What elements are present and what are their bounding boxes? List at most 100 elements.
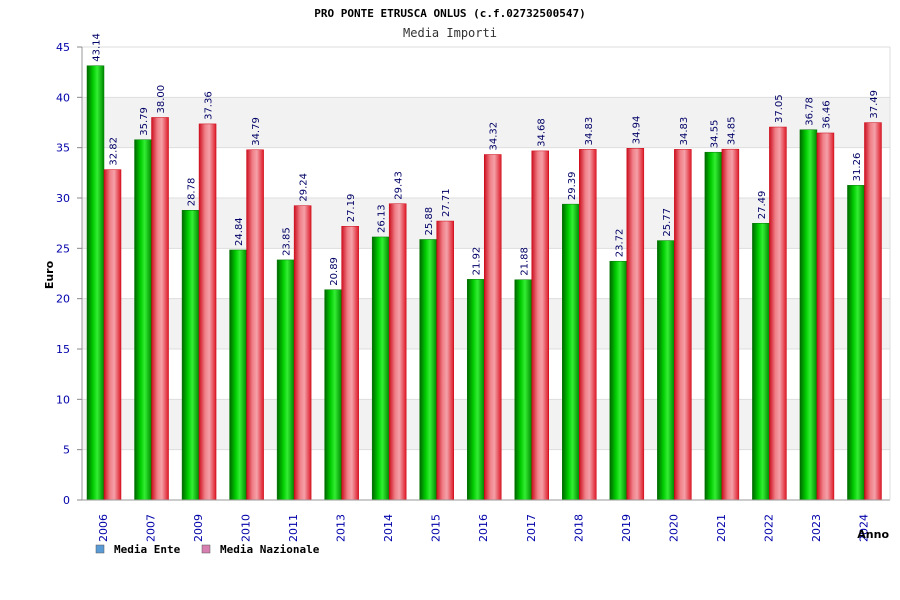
bar-media-ente-2024 bbox=[847, 185, 865, 501]
y-tick-label: 25 bbox=[56, 242, 70, 255]
bar-media-nazionale-2007 bbox=[151, 117, 169, 501]
data-label-media-ente-2007: 35.79 bbox=[139, 107, 150, 136]
data-label-media-nazionale-2017: 34.68 bbox=[536, 118, 547, 147]
data-label-media-ente-2009: 28.78 bbox=[187, 178, 198, 207]
data-label-media-ente-2020: 25.77 bbox=[662, 208, 673, 237]
data-label-media-nazionale-2024: 37.49 bbox=[869, 90, 880, 119]
data-label-media-ente-2018: 29.39 bbox=[567, 172, 578, 201]
y-tick-label: 45 bbox=[56, 41, 70, 54]
bar-media-ente-2021 bbox=[704, 151, 723, 501]
bars bbox=[86, 65, 882, 501]
bar-media-nazionale-2017 bbox=[531, 150, 550, 501]
bar-media-nazionale-2023 bbox=[816, 132, 835, 501]
x-tick-label-2011: 2011 bbox=[287, 514, 300, 542]
bar-media-ente-2018 bbox=[562, 203, 580, 501]
data-label-media-nazionale-2013: 27.19 bbox=[346, 194, 357, 223]
data-label-media-ente-2017: 21.88 bbox=[519, 247, 530, 276]
data-label-media-nazionale-2006: 32.82 bbox=[109, 137, 120, 166]
data-labels: 43.14 32.82 35.79 38.00 28.78 37.36 24.84 34.79… bbox=[92, 33, 880, 286]
chart-subtitle: Media Importi bbox=[403, 26, 497, 40]
bar-media-nazionale-2014 bbox=[388, 203, 407, 501]
bar-media-nazionale-2009 bbox=[198, 123, 217, 501]
x-tick-label-2019: 2019 bbox=[620, 514, 633, 542]
y-tick-label: 20 bbox=[56, 293, 70, 306]
x-tick-label-2023: 2023 bbox=[810, 514, 823, 542]
bar-media-nazionale-2015 bbox=[436, 220, 454, 501]
x-tick-label-2009: 2009 bbox=[192, 514, 205, 542]
bar-media-ente-2010 bbox=[229, 249, 247, 501]
bar-media-ente-2017 bbox=[514, 279, 533, 501]
data-label-media-nazionale-2020: 34.83 bbox=[679, 117, 690, 146]
axes bbox=[81, 47, 891, 501]
data-label-media-nazionale-2018: 34.83 bbox=[584, 117, 595, 146]
y-tick-label: 15 bbox=[56, 343, 70, 356]
x-tick-label-2016: 2016 bbox=[477, 514, 490, 542]
grid-band bbox=[82, 97, 890, 148]
legend: Media Ente Media Nazionale bbox=[95, 543, 320, 556]
y-tick-label: 0 bbox=[63, 494, 70, 507]
x-tick-label-2022: 2022 bbox=[762, 514, 775, 542]
x-tick-label-2020: 2020 bbox=[667, 514, 680, 542]
legend-label-media-nazionale: Media Nazionale bbox=[220, 543, 320, 556]
data-label-media-ente-2016: 21.92 bbox=[472, 247, 483, 276]
y-tick-label: 10 bbox=[56, 393, 70, 406]
bar-media-nazionale-2022 bbox=[769, 126, 787, 501]
bar-media-ente-2020 bbox=[657, 240, 675, 501]
x-tick-label-2017: 2017 bbox=[525, 514, 538, 542]
data-label-media-nazionale-2014: 29.43 bbox=[394, 171, 405, 200]
x-tick-label-2015: 2015 bbox=[430, 514, 443, 542]
y-tick-label: 30 bbox=[56, 192, 70, 205]
y-tick-labels: 0 5 10 15 20 25 30 35 40 45 bbox=[56, 41, 82, 507]
bar-media-ente-2009 bbox=[181, 210, 200, 501]
data-label-media-ente-2024: 31.26 bbox=[852, 153, 863, 182]
data-label-media-ente-2014: 26.13 bbox=[377, 204, 388, 233]
data-label-media-nazionale-2011: 29.24 bbox=[299, 173, 310, 202]
data-label-media-ente-2010: 24.84 bbox=[234, 217, 245, 246]
bar-media-ente-2007 bbox=[134, 139, 152, 501]
legend-swatch-media-nazionale bbox=[201, 544, 211, 554]
y-axis-label: Euro bbox=[43, 260, 56, 289]
x-tick-label-2021: 2021 bbox=[715, 514, 728, 542]
bar-media-ente-2014 bbox=[371, 236, 390, 501]
data-label-media-ente-2019: 23.72 bbox=[614, 229, 625, 258]
data-label-media-nazionale-2019: 34.94 bbox=[631, 116, 642, 145]
data-label-media-ente-2023: 36.78 bbox=[804, 97, 815, 126]
x-tick-label-2013: 2013 bbox=[335, 514, 348, 542]
data-label-media-nazionale-2015: 27.71 bbox=[441, 188, 452, 217]
legend-swatch-media-ente bbox=[95, 544, 105, 554]
data-label-media-nazionale-2007: 38.00 bbox=[156, 85, 167, 114]
data-label-media-nazionale-2010: 34.79 bbox=[251, 117, 262, 146]
data-label-media-nazionale-2023: 36.46 bbox=[821, 100, 832, 129]
x-tick-label-2024: 2024 bbox=[857, 514, 870, 542]
bar-media-ente-2023 bbox=[799, 129, 818, 501]
data-label-media-nazionale-2016: 34.32 bbox=[489, 122, 500, 151]
y-tick-label: 35 bbox=[56, 142, 70, 155]
data-label-media-ente-2015: 25.88 bbox=[424, 207, 435, 236]
bar-media-ente-2013 bbox=[324, 289, 342, 501]
bar-media-nazionale-2024 bbox=[864, 122, 882, 501]
bar-media-ente-2019 bbox=[609, 260, 628, 501]
bar-media-nazionale-2010 bbox=[246, 149, 264, 501]
data-label-media-nazionale-2009: 37.36 bbox=[204, 91, 215, 120]
legend-label-media-ente: Media Ente bbox=[114, 543, 181, 556]
x-tick-label-2018: 2018 bbox=[572, 514, 585, 542]
y-tick-label: 5 bbox=[63, 444, 70, 457]
bar-media-ente-2011 bbox=[276, 259, 295, 501]
data-label-media-ente-2022: 27.49 bbox=[757, 191, 768, 220]
bar-media-nazionale-2020 bbox=[674, 149, 692, 501]
chart-title: PRO PONTE ETRUSCA ONLUS (c.f.02732500547… bbox=[314, 7, 586, 20]
bar-media-nazionale-2011 bbox=[293, 205, 312, 501]
bar-media-nazionale-2019 bbox=[626, 148, 645, 501]
x-tick-label-2007: 2007 bbox=[145, 514, 158, 542]
bar-media-nazionale-2013 bbox=[341, 226, 359, 501]
bar-media-ente-2016 bbox=[466, 279, 485, 501]
data-label-media-ente-2011: 23.85 bbox=[282, 227, 293, 256]
x-tick-label-2010: 2010 bbox=[240, 514, 253, 542]
y-tick-label: 40 bbox=[56, 91, 70, 104]
x-tick-label-2014: 2014 bbox=[382, 514, 395, 542]
bar-media-nazionale-2016 bbox=[483, 154, 502, 501]
bar-media-nazionale-2006 bbox=[103, 169, 122, 501]
data-label-media-nazionale-2022: 37.05 bbox=[774, 94, 785, 123]
x-tick-label-2006: 2006 bbox=[97, 514, 110, 542]
